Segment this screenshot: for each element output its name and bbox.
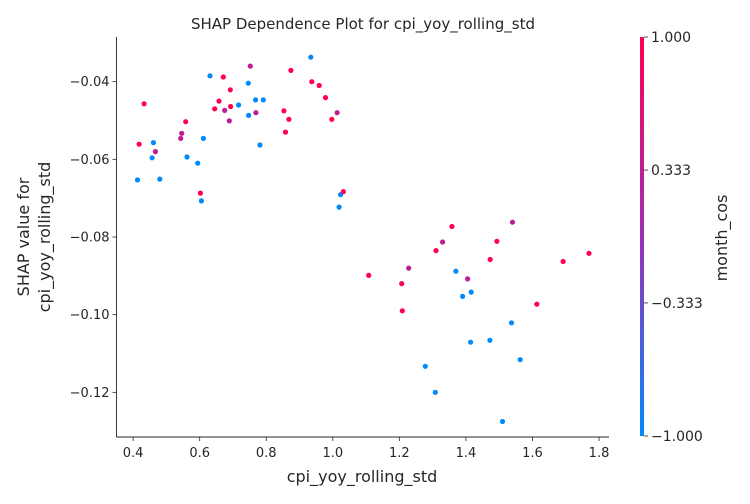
scatter-point <box>487 337 493 343</box>
x-tick-label: 0.6 <box>189 446 210 461</box>
scatter-point <box>440 239 446 245</box>
x-axis-label: cpi_yoy_rolling_std <box>287 467 438 487</box>
scatter-point <box>460 293 466 299</box>
scatter-point <box>309 79 315 85</box>
x-tick-label: 0.4 <box>123 446 144 461</box>
scatter-point <box>245 80 251 86</box>
y-tick-label: −0.12 <box>70 386 110 401</box>
scatter-point <box>216 98 222 104</box>
scatter-point <box>399 308 405 314</box>
colorbar-tick-label: 0.333 <box>651 163 691 179</box>
scatter-point <box>499 418 506 425</box>
x-tick-label: 1.6 <box>522 446 543 461</box>
x-tick-label: 1.0 <box>322 446 343 461</box>
scatter-point <box>228 103 234 110</box>
scatter-point <box>183 119 189 125</box>
scatter-point <box>465 276 471 282</box>
scatter-point <box>432 389 438 395</box>
scatter-point <box>508 320 515 326</box>
x-axis-ticks: 0.4 0.6 0.8 1.0 1.2 1.4 1.6 1.8 <box>123 437 610 461</box>
y-tick-label: −0.04 <box>70 75 110 90</box>
scatter-point <box>212 106 218 112</box>
scatter-point <box>509 219 516 225</box>
colorbar-label-group: month_cos <box>712 195 732 282</box>
scatter-point <box>257 142 263 148</box>
scatter-point <box>152 149 158 155</box>
x-tick-label: 1.8 <box>589 446 610 461</box>
scatter-point <box>560 258 566 265</box>
chart-title: SHAP Dependence Plot for cpi_yoy_rolling… <box>191 15 535 34</box>
colorbar <box>640 37 644 436</box>
scatter-point <box>134 177 141 183</box>
scatter-point <box>260 97 266 103</box>
scatter-point <box>586 250 592 256</box>
y-tick-label: −0.10 <box>70 308 110 323</box>
x-tick-label: 1.4 <box>456 446 477 461</box>
scatter-point <box>253 110 259 116</box>
y-axis-label: SHAP value for cpi_yoy_rolling_std <box>14 162 55 313</box>
scatter-point <box>246 112 252 118</box>
scatter-point <box>534 301 540 307</box>
scatter-point <box>195 160 201 166</box>
colorbar-ticks: 1.000 0.333 −0.333 −1.000 <box>644 30 703 445</box>
scatter-point <box>433 248 439 254</box>
colorbar-tick-label: 1.000 <box>651 30 691 46</box>
scatter-point <box>197 190 203 196</box>
scatter-point <box>184 154 190 160</box>
y-tick-label: −0.08 <box>70 231 110 246</box>
x-tick-label: 0.8 <box>256 446 277 461</box>
scatter-point <box>157 176 163 182</box>
colorbar-tick-label: −0.333 <box>651 296 703 312</box>
scatter-point <box>141 101 147 107</box>
plot-area <box>134 54 592 425</box>
scatter-point <box>179 130 185 136</box>
scatter-point <box>150 140 156 146</box>
scatter-point <box>200 135 206 141</box>
scatter-point <box>220 74 226 80</box>
scatter-point <box>517 357 523 363</box>
scatter-point <box>308 54 314 60</box>
scatter-point <box>288 67 294 73</box>
scatter-point <box>340 189 346 195</box>
scatter-point <box>149 155 155 161</box>
scatter-point <box>316 82 322 89</box>
scatter-point <box>366 272 372 278</box>
scatter-point <box>406 265 412 271</box>
scatter-point <box>198 198 204 204</box>
y-axis-label-line-2: cpi_yoy_rolling_std <box>35 162 55 313</box>
scatter-point <box>334 110 340 116</box>
x-tick-label: 1.2 <box>389 446 410 461</box>
scatter-point <box>178 135 184 141</box>
y-axis-label-line-1: SHAP value for <box>14 177 33 296</box>
scatter-point <box>282 129 289 135</box>
scatter-point <box>487 256 493 263</box>
scatter-point <box>422 363 428 369</box>
scatter-point <box>329 116 335 122</box>
scatter-point <box>247 63 253 69</box>
y-axis-ticks: −0.04 −0.06 −0.08 −0.10 −0.12 <box>70 75 117 401</box>
scatter-point <box>136 141 142 147</box>
scatter-point <box>453 268 459 274</box>
scatter-point <box>494 238 500 244</box>
scatter-point <box>468 339 474 345</box>
colorbar-label: month_cos <box>712 195 732 282</box>
scatter-point <box>336 204 342 210</box>
scatter-point <box>227 87 233 93</box>
scatter-point <box>207 73 213 79</box>
scatter-point <box>399 281 405 287</box>
scatter-point <box>226 118 232 124</box>
scatter-point <box>286 116 292 122</box>
scatter-point <box>281 108 287 114</box>
scatter-point <box>222 107 228 113</box>
scatter-point <box>468 289 474 295</box>
scatter-point <box>236 102 242 108</box>
scatter-point <box>253 97 259 103</box>
scatter-point <box>449 223 455 230</box>
colorbar-tick-label: −1.000 <box>651 429 703 445</box>
scatter-point <box>322 95 329 101</box>
y-tick-label: −0.06 <box>70 153 110 168</box>
